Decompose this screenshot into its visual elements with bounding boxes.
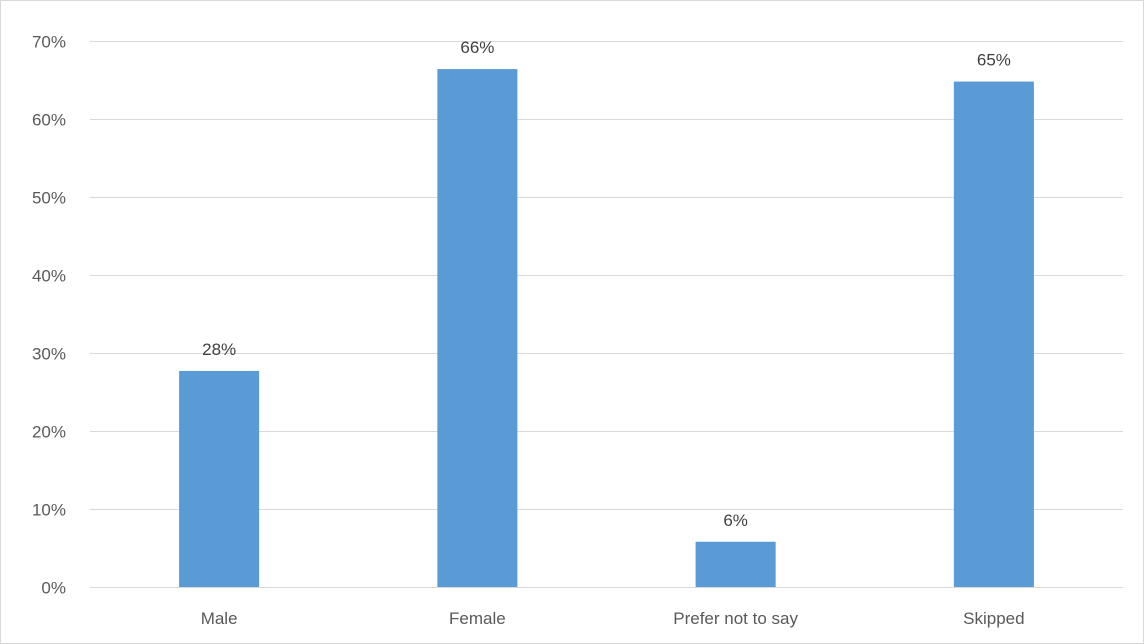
x-tick-label: Female (449, 609, 506, 628)
bars (179, 69, 1034, 587)
x-tick-label: Prefer not to say (673, 609, 798, 628)
data-labels: 28% 66% 6% 65% (202, 38, 1011, 530)
data-label: 65% (977, 51, 1011, 70)
data-label: 6% (723, 511, 748, 530)
bar-female (437, 69, 518, 587)
data-label: 66% (460, 38, 494, 57)
y-tick-label: 60% (32, 111, 66, 130)
x-tick-label: Skipped (963, 609, 1024, 628)
y-tick-label: 50% (32, 189, 66, 208)
y-tick-label: 70% (32, 33, 66, 52)
y-tick-label: 40% (32, 267, 66, 286)
y-tick-label: 0% (41, 579, 66, 598)
x-axis-tick-labels: Male Female Prefer not to say Skipped (201, 609, 1025, 628)
data-label: 28% (202, 340, 236, 359)
y-axis-tick-labels: 0% 10% 20% 30% 40% 50% 60% 70% (32, 33, 66, 598)
bar-male (179, 370, 260, 587)
gridlines (90, 41, 1123, 588)
x-tick-label: Male (201, 609, 238, 628)
y-tick-label: 30% (32, 345, 66, 364)
y-tick-label: 20% (32, 423, 66, 442)
bar-skipped (953, 81, 1034, 587)
bar-prefer-not-to-say (695, 541, 776, 587)
y-tick-label: 10% (32, 501, 66, 520)
